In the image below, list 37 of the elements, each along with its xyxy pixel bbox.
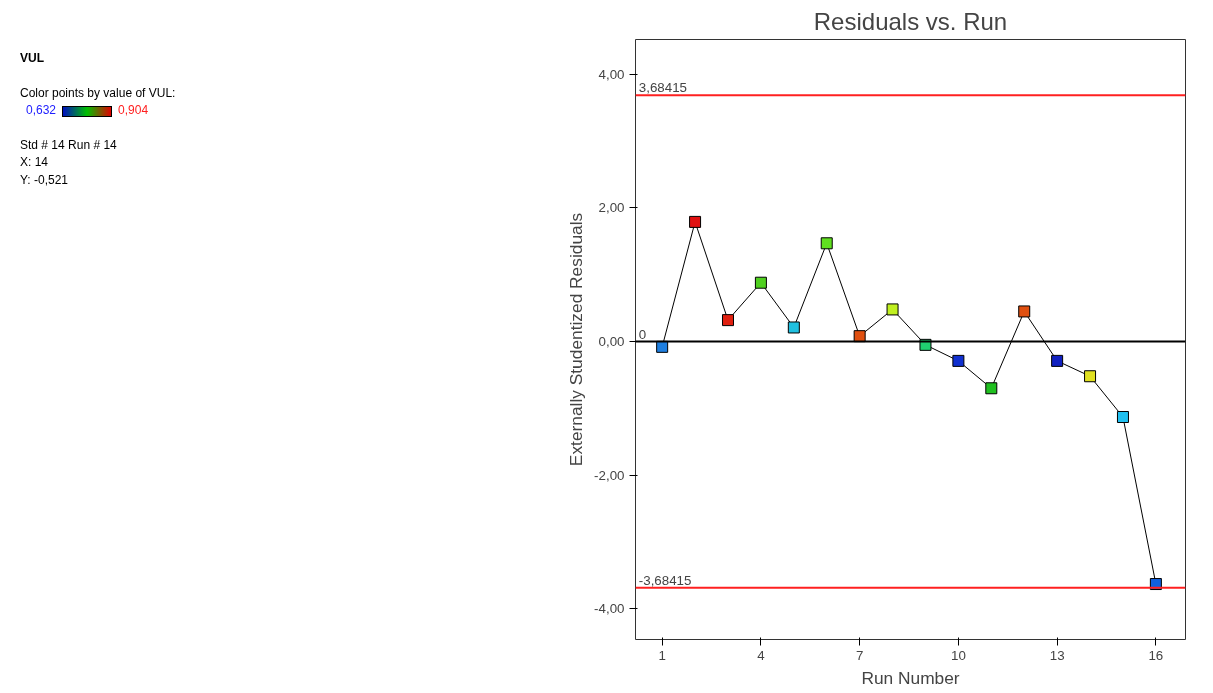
y-tick-label: 2,00	[598, 200, 625, 216]
point	[853, 330, 866, 343]
ref-line-label: 3,68415	[638, 80, 687, 96]
ref-line-label: -3,68415	[638, 572, 692, 588]
point	[985, 382, 998, 395]
y-axis-title: Externally Studentized Residuals	[566, 212, 587, 467]
x-tick-label: 7	[855, 647, 864, 663]
text: Color points by value of VUL:	[20, 85, 176, 100]
point	[1116, 411, 1129, 424]
y-tick-label: -2,00	[594, 467, 625, 483]
x-axis-title: Run Number	[861, 667, 960, 688]
text: 0,904	[118, 103, 149, 118]
point	[1051, 354, 1064, 367]
x-tick-label: 1	[658, 647, 666, 663]
text: Std # 14 Run # 14	[20, 137, 117, 152]
x-tick-label: 16	[1148, 647, 1164, 663]
chart-title: Residuals vs. Run	[813, 7, 1008, 35]
point	[689, 215, 702, 228]
point	[1084, 370, 1097, 383]
point	[820, 237, 833, 250]
x-tick-label: 4	[757, 647, 766, 663]
y-tick-label: -4,00	[594, 601, 625, 617]
point	[787, 321, 800, 334]
text: Y: -0,521	[20, 172, 69, 187]
point	[952, 354, 965, 367]
y-tick-label: 0,00	[598, 334, 625, 349]
point	[721, 314, 734, 327]
point	[754, 276, 767, 289]
text: X: 14	[20, 155, 49, 170]
x-tick-label: 13	[1049, 647, 1065, 663]
y-tick-label: 4,00	[598, 66, 625, 82]
x-tick-label: 10	[950, 647, 966, 663]
ref-line-label: 0	[638, 326, 647, 342]
point	[886, 303, 899, 316]
text: 0,632	[26, 103, 57, 118]
text: VUL	[20, 51, 44, 65]
point	[1018, 305, 1031, 318]
